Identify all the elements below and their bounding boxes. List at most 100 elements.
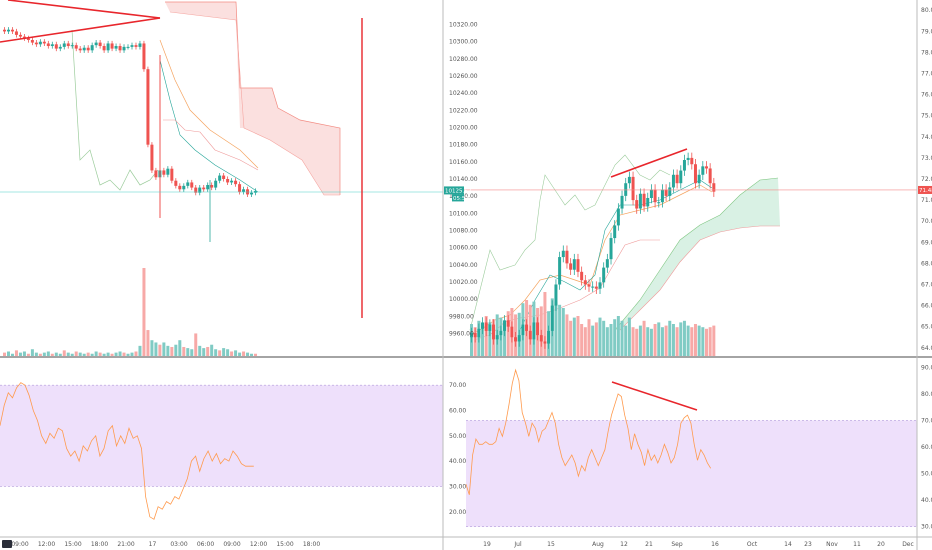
y-tick-label: 65.00 [921, 324, 932, 331]
volume-bar [616, 316, 620, 356]
candle-body [484, 322, 488, 331]
y-tick-label: 10240.00 [449, 90, 478, 97]
volume-bar [102, 353, 106, 356]
y-tick-label: 10100.00 [449, 210, 478, 217]
right-price-panel[interactable] [444, 152, 917, 356]
right-rsi-panel[interactable] [465, 368, 917, 527]
time-badge [452, 194, 464, 202]
volume-bar [158, 344, 162, 356]
candle-body [166, 168, 170, 175]
volume-bar [70, 353, 74, 356]
volume-bar [226, 349, 230, 356]
volume-bar [642, 320, 646, 356]
volume-bar [94, 351, 98, 356]
candle-body [62, 43, 66, 47]
candle-body [660, 189, 664, 203]
candle-body [539, 335, 543, 342]
y-tick-label: 20.00 [449, 509, 466, 516]
y-tick-label: 50.00 [921, 471, 932, 478]
volume-bar [62, 350, 66, 356]
x-tick-label: 18:00 [91, 541, 108, 548]
y-tick-label: 50.00 [449, 433, 466, 440]
candle-body [525, 324, 529, 331]
volume-bar [18, 352, 22, 356]
volume-bar [154, 342, 158, 356]
volume-bar [206, 346, 210, 356]
volume-bar [122, 352, 126, 356]
volume-bar [605, 327, 609, 356]
volume-bar [576, 316, 580, 356]
candle-body [58, 46, 62, 49]
y-tick-label: 30.00 [921, 524, 932, 531]
trendline [611, 381, 698, 411]
candle-body [202, 187, 206, 190]
candle-body [701, 166, 705, 175]
time-axis[interactable]: 09:00 12:00 15:00 18:00 21:00 17 03:00 06:00 09:… [2, 540, 914, 548]
candle-body [583, 280, 587, 285]
x-tick-label: 23 [804, 541, 812, 548]
candle-body [214, 180, 218, 188]
candle-body [26, 38, 30, 41]
candle-body [10, 29, 14, 32]
candle-body [118, 46, 122, 51]
kijun [163, 119, 259, 171]
y-tick-label: 64.00 [921, 345, 932, 352]
candle-body [170, 168, 174, 181]
cloud-span-a [165, 1, 341, 195]
candle-body [558, 257, 562, 285]
cloud-span-a [614, 177, 779, 331]
candle-body [517, 335, 521, 342]
volume-bar [580, 324, 584, 356]
candle-body [473, 333, 477, 338]
volume-bar [150, 340, 154, 356]
rsi-line [0, 382, 254, 520]
candle-body [690, 157, 694, 165]
y-tick-label: 74.00 [921, 134, 932, 141]
volume-bar [682, 320, 686, 356]
candle-body [178, 185, 182, 190]
candle-body [576, 259, 580, 272]
y-tick-label: 10160.00 [449, 159, 478, 166]
candle-body [110, 43, 114, 49]
x-tick-label: 17 [149, 541, 157, 548]
candle-body [506, 320, 510, 327]
x-tick-label: 06:00 [197, 541, 214, 548]
candle-body [106, 43, 110, 51]
y-tick-label: 40.00 [449, 458, 466, 465]
volume-bar [106, 352, 110, 356]
y-tick-label: 9980.00 [449, 313, 474, 320]
volume-bar [569, 320, 573, 356]
x-tick-label: 12 [620, 541, 628, 548]
left-price-panel[interactable] [0, 1, 443, 356]
trendline [0, 17, 161, 43]
candle-body [198, 187, 202, 193]
volume-bar [627, 317, 631, 356]
volume-bar [202, 348, 206, 356]
volume-bar [686, 325, 690, 356]
volume-bar [254, 353, 258, 356]
volume-bar [679, 322, 683, 356]
volume-bar [506, 311, 510, 356]
candle-body [102, 46, 106, 51]
tv-logo-icon [2, 540, 12, 548]
candle-body [98, 42, 102, 47]
volume-bar [138, 345, 142, 356]
kijun [473, 239, 660, 341]
candle-body [186, 182, 190, 186]
candle-body [218, 175, 222, 181]
candle-body [66, 43, 70, 47]
candle-body [250, 192, 254, 195]
candle-body [122, 46, 126, 51]
x-tick-label: Nov [826, 541, 838, 548]
left-rsi-panel[interactable] [0, 382, 443, 520]
candle-body [668, 187, 672, 196]
candle-body [242, 189, 246, 192]
volume-bar [602, 320, 606, 356]
candle-body [591, 286, 595, 288]
y-tick-label: 80.00 [921, 7, 932, 14]
candle-body [34, 42, 38, 45]
volume-bar [218, 350, 222, 356]
y-tick-label: 70.00 [921, 417, 932, 424]
volume-bar [697, 325, 701, 356]
